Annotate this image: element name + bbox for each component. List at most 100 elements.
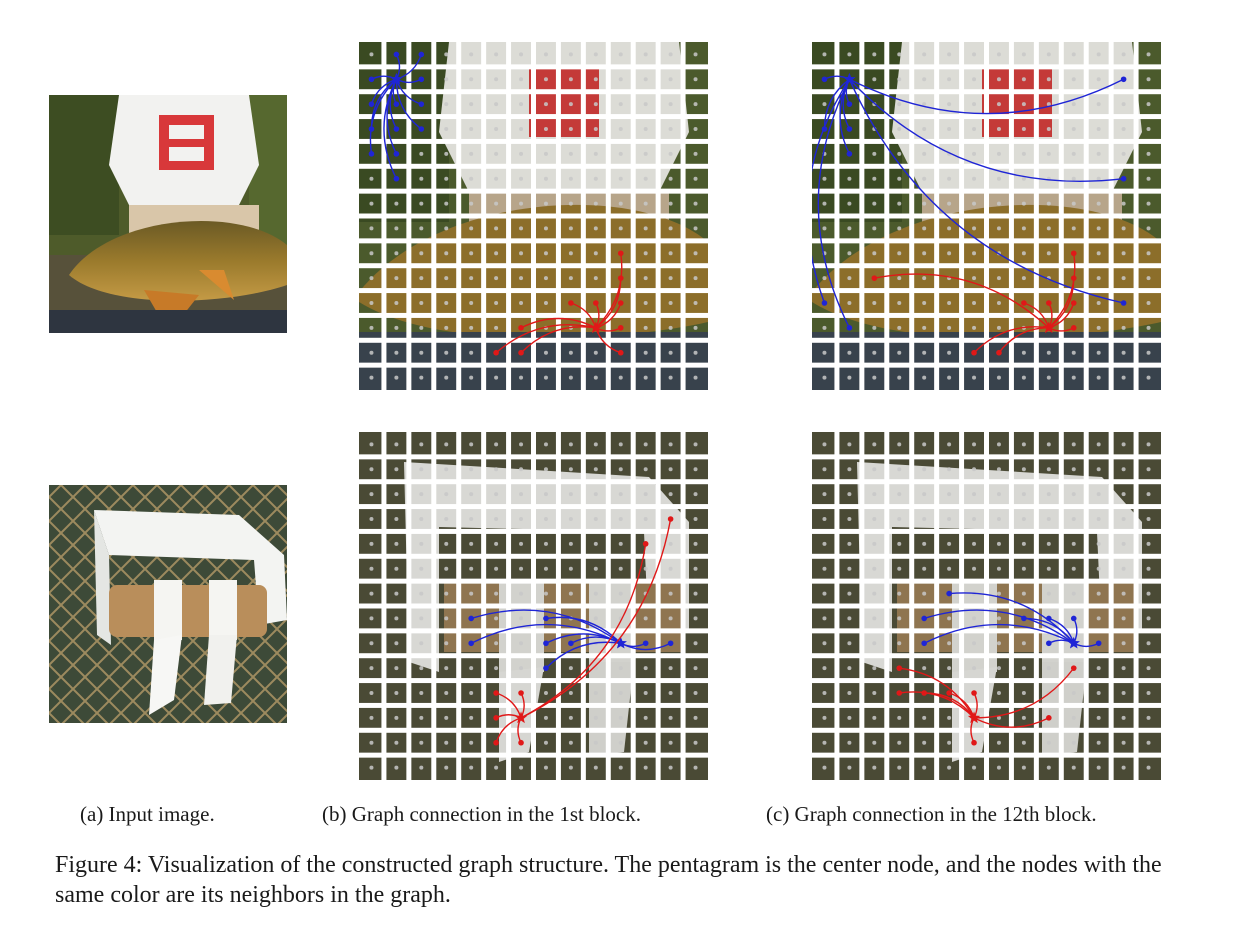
blue-graph-neighbor-node (543, 640, 549, 647)
red-graph-neighbor-node (921, 690, 927, 696)
blue-graph-neighbor-node (821, 300, 828, 306)
blue-graph-neighbor-node (368, 151, 375, 157)
red-graph-neighbor-node (493, 349, 499, 356)
graph-panel-fish-block1 (359, 42, 708, 390)
red-graph-neighbor-node (1070, 325, 1077, 331)
red-graph-neighbor-node (617, 349, 624, 356)
red-graph-edge (973, 717, 1050, 728)
red-graph-neighbor-node (518, 349, 524, 356)
red-graph-neighbor-node (971, 739, 977, 746)
blue-graph-neighbor-node (368, 101, 375, 107)
red-graph-edge (1048, 253, 1076, 329)
patch-nodes (822, 52, 1151, 380)
red-graph-edge (874, 273, 1050, 329)
blue-graph-neighbor-node (642, 640, 649, 647)
red-graph-neighbor-node (518, 325, 524, 331)
red-graph-edge (520, 317, 597, 329)
red-graph-neighbor-node (617, 275, 624, 281)
blue-graph-neighbor-node (667, 640, 674, 647)
blue-graph-center-node (614, 636, 627, 649)
red-graph-neighbor-node (996, 349, 1002, 356)
figure-caption: Figure 4: Visualization of the construct… (55, 852, 1162, 908)
blue-graph-center-node (1067, 636, 1080, 649)
patch-grid (359, 432, 708, 780)
red-graph-edge (899, 691, 975, 719)
blue-graph-neighbor-node (393, 175, 400, 182)
blue-graph-edge (849, 78, 1124, 115)
red-graph-edge (1048, 278, 1075, 329)
blue-graph-neighbor-node (1070, 615, 1077, 622)
red-graph-neighbor-node (946, 690, 952, 696)
red-graph-edge (998, 327, 1049, 354)
input-image-toilet-paper (49, 485, 287, 723)
graph-panel-toilet-block1 (359, 432, 708, 780)
blue-graph-neighbor-node (1046, 640, 1052, 647)
red-graph-edge (974, 667, 1075, 719)
red-graph-neighbor-node (493, 690, 499, 696)
red-graph-neighbor-node (593, 300, 599, 306)
blue-graph-neighbor-node (418, 76, 425, 83)
graph-panel-toilet-block12 (812, 432, 1161, 780)
red-graph-neighbor-node (667, 516, 674, 522)
patch-grid (359, 42, 708, 390)
red-graph-edge (520, 518, 672, 719)
red-graph-edge (924, 692, 975, 719)
blue-graph-neighbor-node (1120, 175, 1127, 182)
red-graph-center-node (1042, 321, 1055, 334)
blue-graph-neighbor-node (921, 615, 927, 622)
red-graph-neighbor-node (617, 300, 624, 306)
blue-graph-edge (545, 641, 621, 669)
blue-graph-neighbor-node (393, 101, 400, 107)
blue-graph-edge (369, 78, 397, 154)
blue-graph-edge (470, 624, 622, 644)
blue-graph-edge (923, 624, 1075, 644)
blue-graph-edge (1023, 617, 1075, 644)
fish-photo (49, 95, 287, 333)
subcaption-c: (c) Graph connection in the 12th block. (766, 802, 1097, 826)
red-graph-neighbor-node (871, 275, 878, 281)
red-graph-neighbor-node (1070, 275, 1077, 281)
red-graph-neighbor-node (493, 739, 499, 746)
red-graph-neighbor-node (1070, 665, 1077, 671)
blue-graph-edge (545, 616, 622, 644)
red-graph-neighbor-node (1070, 250, 1077, 257)
blue-graph-neighbor-node (846, 101, 853, 107)
blue-graph-edge (848, 78, 1124, 182)
red-graph-neighbor-node (971, 349, 977, 356)
red-graph-edge (595, 278, 622, 329)
blue-graph-edge (817, 78, 851, 329)
subcaption-a: (a) Input image. (80, 802, 215, 826)
blue-graph-neighbor-node (921, 640, 927, 647)
red-graph-edge (495, 717, 522, 743)
blue-graph-neighbor-node (393, 126, 400, 132)
patch-grid (812, 432, 1161, 780)
blue-graph-neighbor-node (418, 126, 425, 132)
red-graph-edge (495, 324, 596, 354)
red-graph-neighbor-node (1046, 715, 1052, 721)
red-graph-center-node (589, 321, 602, 334)
blue-graph-edge (812, 78, 850, 304)
blue-graph-edge (620, 642, 671, 651)
blue-graph-edge (395, 79, 422, 130)
blue-graph-neighbor-node (946, 590, 952, 597)
blue-graph-neighbor-node (468, 640, 474, 647)
red-graph-center-node (967, 711, 981, 724)
red-graph-neighbor-node (617, 325, 624, 331)
blue-graph-neighbor-node (821, 76, 828, 83)
blue-graph-center-node (843, 72, 856, 85)
blue-graph-neighbor-node (568, 640, 574, 647)
blue-graph-neighbor-node (1021, 615, 1027, 622)
blue-graph-neighbor-node (393, 51, 400, 58)
blue-graph-edge (470, 609, 622, 644)
blue-graph-neighbor-node (1120, 300, 1127, 306)
red-graph-neighbor-node (971, 690, 977, 696)
blue-graph-neighbor-node (543, 615, 549, 622)
red-graph-neighbor-node (518, 739, 524, 746)
patch-grid (812, 42, 1161, 390)
subcaption-b: (b) Graph connection in the 1st block. (322, 802, 641, 826)
red-graph-neighbor-node (1046, 300, 1052, 306)
blue-graph-edge (370, 78, 397, 105)
red-graph-edge (520, 326, 596, 354)
blue-graph-neighbor-node (1046, 615, 1052, 622)
red-graph-center-node (514, 711, 528, 724)
